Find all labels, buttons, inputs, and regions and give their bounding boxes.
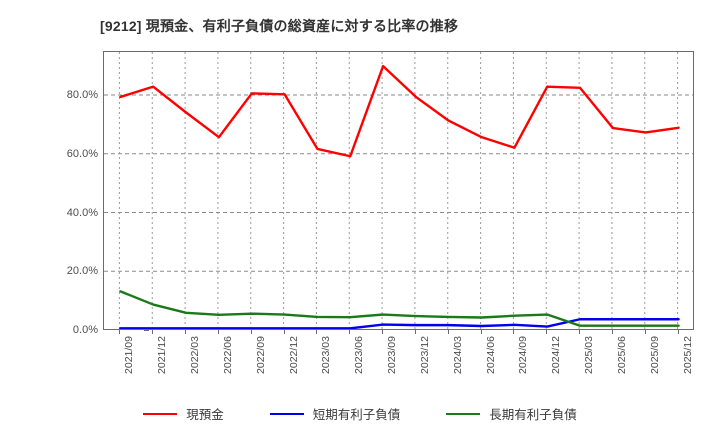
y-axis-tick-label: 80.0% [66,89,98,102]
x-axis-tick-mark [546,330,548,334]
legend-color-swatch [143,412,178,415]
x-axis-tick-mark [152,330,154,334]
x-axis-tick-mark [283,330,285,334]
x-axis-tick-mark [250,330,252,334]
y-axis-tick-label: 40.0% [66,206,98,219]
x-axis-tick-mark [119,330,121,334]
x-axis-tick-mark [644,330,646,334]
x-axis-tick-mark [447,330,449,334]
legend-color-swatch [446,412,481,415]
y-axis-tick-label: 20.0% [66,265,98,278]
x-axis-tick-label: 2023/03 [320,336,333,374]
x-axis-tick-mark [513,330,515,334]
x-axis-tick-label: 2023/09 [386,336,399,374]
x-axis-tick-label: 2024/09 [517,336,530,374]
x-axis-tick-label: 2025/09 [648,336,661,374]
x-axis-tick-mark [677,330,679,334]
series-lines [104,52,693,329]
legend-label: 現預金 [186,408,224,422]
x-axis-tick-label: 2021/09 [123,336,136,374]
x-axis-tick-label: 2023/06 [353,336,366,374]
y-axis: 0.0% 20.0% 40.0% 60.0% 80.0% [46,51,149,336]
x-axis-tick-mark [611,330,613,334]
y-axis-tick-label: 60.0% [66,147,98,160]
x-axis-tick-label: 2025/06 [615,336,628,374]
x-axis-tick-label: 2025/03 [583,336,596,374]
x-axis-tick-label: 2025/12 [681,336,694,374]
x-axis-tick-mark [217,330,219,334]
x-axis-tick-label: 2024/06 [484,336,497,374]
x-axis-tick-label: 2021/12 [156,336,169,374]
plot-area [103,51,694,330]
legend-color-swatch [269,412,304,415]
x-axis-tick-label: 2022/06 [221,336,234,374]
x-axis-tick-mark [579,330,581,334]
legend-item[interactable]: 現預金 [143,404,224,423]
legend-label: 短期有利子負債 [312,408,401,422]
x-axis-tick-mark [316,330,318,334]
series-line [119,318,680,329]
x-axis-tick-label: 2022/03 [189,336,202,374]
plot-inner [104,52,693,329]
legend-item[interactable]: 長期有利子負債 [446,404,577,423]
x-axis-tick-mark [480,330,482,334]
legend-label: 長期有利子負債 [489,408,577,422]
series-line [119,64,680,158]
series-line [119,290,680,327]
x-axis-tick-label: 2024/12 [550,336,563,374]
x-axis-tick-mark [414,330,416,334]
x-axis-tick-mark [185,330,187,334]
x-axis-tick-label: 2022/12 [287,336,300,374]
y-axis-tick-mark [144,330,149,331]
x-axis-tick-label: 2023/12 [418,336,431,374]
legend-item[interactable]: 短期有利子負債 [269,404,401,423]
x-axis-tick-label: 2022/09 [254,336,267,374]
y-axis-tick-label: 0.0% [72,324,98,336]
x-axis-tick-mark [349,330,351,334]
page-title: [9212] 現預金、有利子負債の総資産に対する比率の推移 [100,18,459,34]
chart-legend: 現預金 短期有利子負債 長期有利子負債 [0,404,720,423]
x-axis-tick-label: 2024/03 [451,336,464,374]
x-axis-tick-mark [382,330,384,334]
